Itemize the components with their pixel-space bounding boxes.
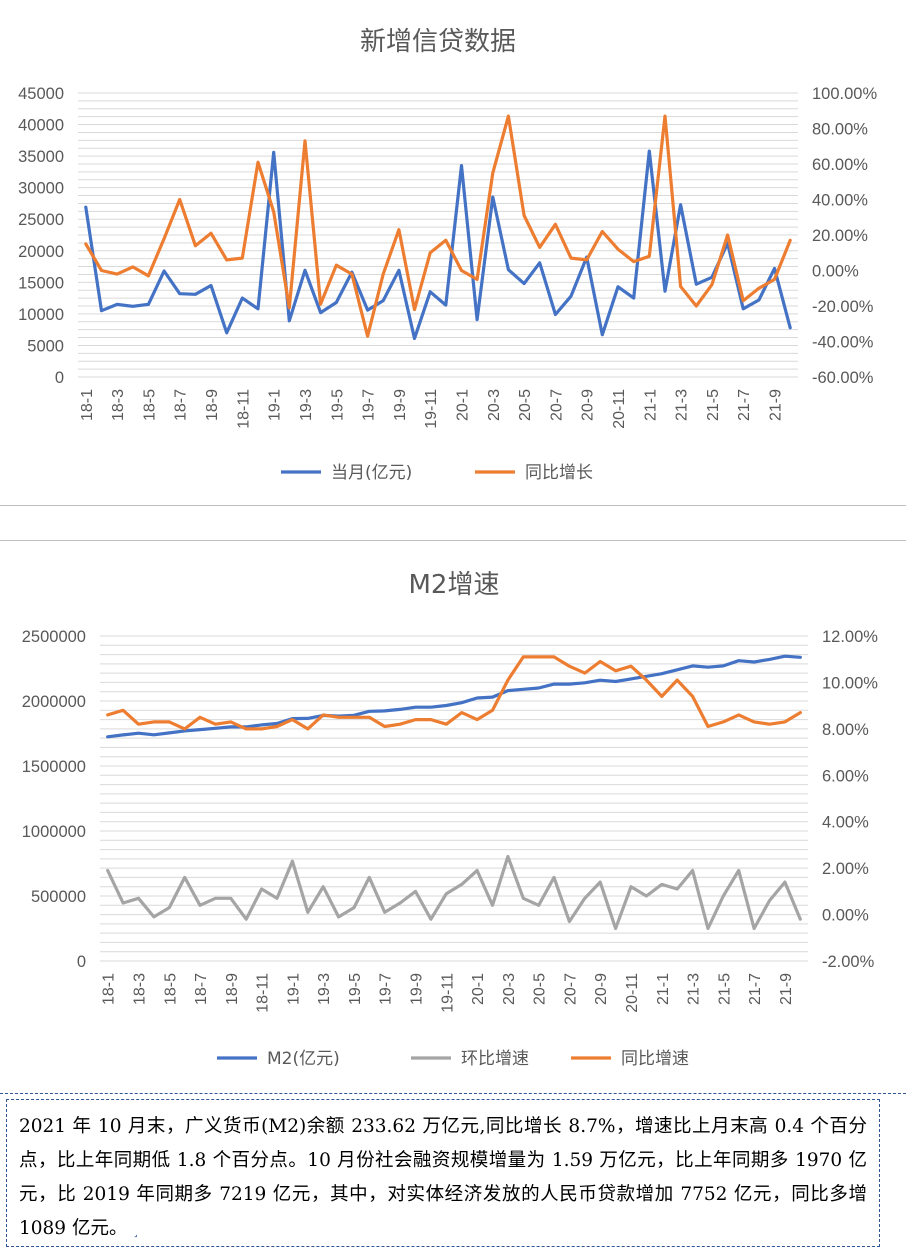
credit-chart: 新增信贷数据 0 5000 10000 15000 20000 25000 30000 3500… <box>18 27 877 483</box>
x-axis-tick-label: 21-5 <box>705 389 722 421</box>
right-axis-tick-label: -40.00% <box>812 334 874 352</box>
textbox-top-rule <box>0 1093 906 1094</box>
x-axis-tick-label: 21-7 <box>747 973 764 1005</box>
x-axis-tick-label: 20-7 <box>548 389 565 421</box>
x-axis-tick-label: 21-3 <box>674 389 691 421</box>
x-axis-tick-label: 19-3 <box>316 973 333 1005</box>
x-axis-tick-label: 20-11 <box>624 973 641 1013</box>
x-axis-tick-label: 19-1 <box>267 389 284 421</box>
left-axis-tick-label: 15000 <box>18 274 64 292</box>
chart-title: M2增速 <box>409 570 500 600</box>
x-axis-tick-label: 20-3 <box>486 389 503 421</box>
right-axis-tick-label: 0.00% <box>822 907 869 925</box>
series-line <box>106 654 802 739</box>
x-axis-tick-label: 19-9 <box>392 389 409 421</box>
x-axis-tick-label: 18-7 <box>173 389 190 421</box>
legend-label: 同比增速 <box>621 1049 689 1069</box>
right-axis-tick-label: 10.00% <box>822 674 878 692</box>
x-axis-tick-label: 19-11 <box>423 389 440 429</box>
right-axis-tick-label: 12.00% <box>822 628 878 646</box>
left-axis-tick-label: 500000 <box>31 888 86 906</box>
left-axis-tick-label: 2500000 <box>22 628 86 646</box>
right-axis-tick-label: -20.00% <box>812 298 874 316</box>
x-axis-tick-label: 19-7 <box>361 389 378 421</box>
x-axis-tick-label: 20-1 <box>454 389 471 421</box>
left-axis-tick-label: 45000 <box>18 85 64 103</box>
x-axis-tick-label: 20-5 <box>532 973 549 1005</box>
x-axis-tick-label: 18-9 <box>224 973 241 1005</box>
left-axis-tick-label: 1000000 <box>22 823 86 841</box>
x-axis-tick-label: 19-5 <box>329 389 346 421</box>
left-axis-tick-label: 10000 <box>18 306 64 324</box>
x-axis-tick-label: 18-3 <box>110 389 127 421</box>
right-axis-tick-label: 60.00% <box>812 156 868 174</box>
right-axis-tick-label: 2.00% <box>822 860 869 878</box>
left-axis-tick-label: 5000 <box>27 337 64 355</box>
left-axis-tick-label: 0 <box>77 953 86 971</box>
x-axis-tick-label: 18-7 <box>193 973 210 1005</box>
x-axis-tick-label: 18-1 <box>79 389 96 421</box>
x-axis-tick-label: 20-1 <box>470 973 487 1005</box>
right-axis-tick-label: 40.00% <box>812 192 868 210</box>
x-axis-tick-label: 21-1 <box>655 973 672 1005</box>
paragraph-end-mark: ˼ <box>133 1222 139 1238</box>
left-axis-tick-label: 0 <box>55 369 64 387</box>
chart-title: 新增信贷数据 <box>360 27 516 57</box>
series-line <box>84 149 792 341</box>
x-axis-tick-label: 18-11 <box>255 973 272 1013</box>
x-axis-tick-label: 20-11 <box>611 389 628 429</box>
right-axis-tick-label: 0.00% <box>812 263 859 281</box>
legend-label: 同比增长 <box>525 463 593 483</box>
x-axis-tick-label: 20-7 <box>562 973 579 1005</box>
right-axis-tick-label: 8.00% <box>822 721 869 739</box>
legend-label: 当月(亿元) <box>331 463 412 483</box>
left-axis-tick-label: 35000 <box>18 148 64 166</box>
right-axis-tick-label: 4.00% <box>822 814 869 832</box>
x-axis-tick-label: 19-5 <box>347 973 364 1005</box>
series-line <box>106 655 802 731</box>
legend-label: M2(亿元) <box>267 1049 340 1069</box>
series-line <box>84 114 792 338</box>
chart-divider-bottom <box>0 540 906 541</box>
x-axis-tick-label: 21-5 <box>716 973 733 1005</box>
left-axis-tick-label: 40000 <box>18 117 64 135</box>
m2-chart: M2增速 0 500000 1000000 1500000 2000000 2500000 -… <box>22 570 879 1069</box>
x-axis-tick-label: 19-9 <box>409 973 426 1005</box>
right-axis-tick-label: 80.00% <box>812 121 868 139</box>
series-line <box>106 854 802 931</box>
x-axis-tick-label: 18-5 <box>141 389 158 421</box>
left-axis-tick-label: 30000 <box>18 180 64 198</box>
x-axis-tick-label: 18-1 <box>101 973 118 1005</box>
x-axis-tick-label: 19-11 <box>439 973 456 1013</box>
right-axis-tick-label: -2.00% <box>822 953 875 971</box>
right-axis-tick-label: 6.00% <box>822 767 869 785</box>
summary-paragraph: 2021 年 10 月末，广义货币(M2)余额 233.62 万亿元,同比增长 … <box>19 1116 867 1239</box>
x-axis-tick-label: 21-3 <box>686 973 703 1005</box>
x-axis-tick-label: 20-3 <box>501 973 518 1005</box>
right-axis-tick-label: -60.00% <box>812 369 874 387</box>
x-axis-tick-label: 20-9 <box>593 973 610 1005</box>
x-axis-tick-label: 19-7 <box>378 973 395 1005</box>
x-axis-tick-label: 19-3 <box>298 389 315 421</box>
x-axis-tick-label: 18-5 <box>162 973 179 1005</box>
left-axis-tick-label: 20000 <box>18 243 64 261</box>
right-axis-tick-label: 20.00% <box>812 227 868 245</box>
x-axis-tick-label: 21-1 <box>642 389 659 421</box>
x-axis-tick-label: 21-9 <box>778 973 795 1005</box>
x-axis-tick-label: 19-1 <box>285 973 302 1005</box>
x-axis-tick-label: 21-7 <box>736 389 753 421</box>
x-axis-tick-label: 20-9 <box>580 389 597 421</box>
left-axis-tick-label: 1500000 <box>22 758 86 776</box>
summary-textbox: 2021 年 10 月末，广义货币(M2)余额 233.62 万亿元,同比增长 … <box>6 1099 880 1247</box>
left-axis-tick-label: 25000 <box>18 211 64 229</box>
right-axis-tick-label: 100.00% <box>812 85 877 103</box>
legend-label: 环比增速 <box>461 1049 529 1069</box>
x-axis-tick-label: 21-9 <box>768 389 785 421</box>
x-axis-tick-label: 18-9 <box>204 389 221 421</box>
x-axis-tick-label: 18-11 <box>235 389 252 429</box>
x-axis-tick-label: 18-3 <box>131 973 148 1005</box>
chart-divider-top <box>0 505 906 506</box>
x-axis-tick-label: 20-5 <box>517 389 534 421</box>
left-axis-tick-label: 2000000 <box>22 693 86 711</box>
